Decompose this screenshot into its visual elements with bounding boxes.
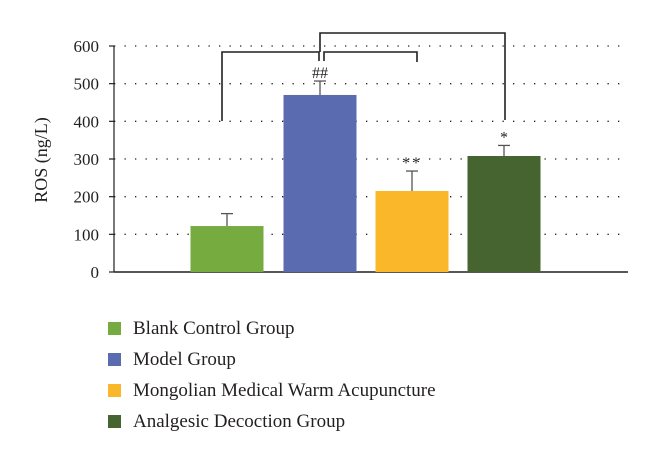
significance-label: * (500, 129, 508, 146)
bracket-model-decoction (319, 32, 506, 120)
legend-item: Blank Control Group (108, 313, 436, 344)
legend-item: Mongolian Medical Warm Acupuncture (108, 375, 436, 406)
y-tick-label: 0 (91, 263, 100, 282)
y-tick-label: 100 (74, 225, 100, 244)
legend-label: Blank Control Group (133, 317, 295, 339)
y-tick-label: 600 (74, 37, 100, 56)
y-axis-ticks: 0 100 200 300 400 500 600 (74, 37, 114, 282)
legend-swatch (108, 353, 121, 366)
y-tick-label: 400 (74, 112, 100, 131)
legend-item: Analgesic Decoction Group (108, 406, 436, 437)
significance-label: ** (402, 155, 422, 172)
legend-swatch (108, 384, 121, 397)
y-tick-label: 500 (74, 75, 100, 94)
legend: Blank Control Group Model Group Mongolian … (108, 313, 436, 437)
legend-label: Analgesic Decoction Group (133, 410, 346, 432)
bracket-model-acupuncture (323, 51, 418, 62)
legend-item: Model Group (108, 344, 436, 375)
y-axis-title: ROS (ng/L) (31, 117, 52, 203)
bar (283, 94, 357, 272)
significance-brackets (221, 32, 506, 121)
bar (467, 155, 541, 272)
legend-swatch (108, 322, 121, 335)
bar (375, 191, 449, 272)
legend-label: Model Group (133, 348, 236, 370)
bars: ##*** (190, 65, 541, 272)
gridlines (114, 45, 628, 235)
bar (190, 226, 264, 272)
legend-label: Mongolian Medical Warm Acupuncture (133, 379, 436, 401)
y-tick-label: 300 (74, 150, 100, 169)
legend-swatch (108, 415, 121, 428)
y-tick-label: 200 (74, 188, 100, 207)
significance-label: ## (312, 65, 328, 82)
bracket-blank-model (221, 51, 320, 121)
